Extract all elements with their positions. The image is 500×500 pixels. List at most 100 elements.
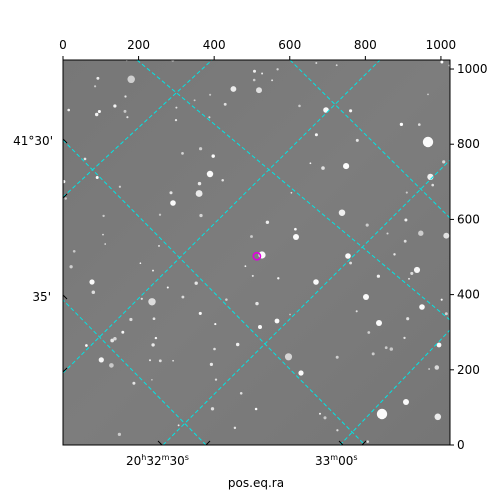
star xyxy=(427,93,429,96)
right-tick-label-3: 600 xyxy=(457,212,480,226)
ra-tick-bottom-2 xyxy=(205,440,211,446)
right-tick-label-5: 1000 xyxy=(457,62,488,76)
star xyxy=(431,183,435,187)
star xyxy=(174,119,178,122)
top-tick-label-0: 0 xyxy=(59,38,67,52)
star xyxy=(252,69,257,73)
star xyxy=(323,416,327,420)
star xyxy=(194,281,198,285)
star xyxy=(140,297,143,300)
star xyxy=(434,413,442,421)
star xyxy=(315,62,318,64)
bright-star xyxy=(293,234,299,240)
star xyxy=(298,104,301,108)
star xyxy=(265,220,270,224)
top-tick-label-3: 600 xyxy=(278,38,301,52)
dec-tick-left-2 xyxy=(62,193,68,199)
star xyxy=(440,298,443,301)
star xyxy=(309,162,312,165)
star xyxy=(410,271,414,275)
grid-line-7 xyxy=(63,299,207,445)
right-tick-label-1: 200 xyxy=(457,363,480,377)
dec-tick-left-4 xyxy=(62,367,68,373)
star xyxy=(408,277,410,280)
svg-text:20h32m30s: 20h32m30s xyxy=(126,453,189,468)
star xyxy=(256,87,262,94)
bright-star xyxy=(376,320,382,326)
target-marker xyxy=(252,251,262,261)
star xyxy=(284,353,293,361)
top-tick-label-1: 200 xyxy=(127,38,150,52)
star xyxy=(318,412,322,415)
star xyxy=(209,362,213,366)
star xyxy=(193,99,196,102)
star xyxy=(158,359,162,363)
star xyxy=(355,138,359,142)
star xyxy=(198,311,202,315)
star xyxy=(117,432,122,437)
plot-frame xyxy=(62,59,451,446)
top-pixel-axis: 0 200 400 600 800 1000 xyxy=(59,38,456,60)
star xyxy=(91,290,96,294)
star xyxy=(335,64,338,67)
bright-star xyxy=(403,399,409,405)
grid-line-3 xyxy=(63,60,213,198)
star xyxy=(67,108,71,112)
star xyxy=(244,265,247,268)
bright-star xyxy=(206,170,214,178)
star xyxy=(104,243,107,245)
world-ticks xyxy=(62,138,367,446)
star xyxy=(277,277,280,280)
star xyxy=(233,426,237,430)
star xyxy=(443,232,450,239)
star xyxy=(94,112,99,117)
star xyxy=(254,407,258,411)
star xyxy=(113,336,117,341)
star xyxy=(225,298,228,301)
star xyxy=(69,265,73,269)
dec-tick-label-1: 41°30' xyxy=(13,134,53,148)
ra-tick-label-1: 20h32m30s xyxy=(126,453,189,468)
image-panel xyxy=(63,60,450,445)
star xyxy=(343,163,350,170)
star xyxy=(96,76,100,80)
star xyxy=(151,343,155,347)
star xyxy=(102,214,105,218)
star xyxy=(139,262,142,265)
grid-line-1 xyxy=(289,60,450,219)
star xyxy=(413,266,421,273)
star xyxy=(367,331,371,334)
star xyxy=(418,230,424,236)
bright-star xyxy=(298,370,304,376)
star xyxy=(98,357,104,363)
star xyxy=(403,239,407,243)
star xyxy=(321,166,325,170)
star xyxy=(261,72,264,75)
star xyxy=(123,109,127,113)
star xyxy=(166,286,169,289)
star xyxy=(94,85,97,88)
star xyxy=(152,269,154,272)
star xyxy=(314,133,318,137)
star xyxy=(403,336,406,340)
star xyxy=(271,79,274,82)
bright-star xyxy=(258,325,262,329)
bright-star xyxy=(419,304,425,310)
star xyxy=(118,185,122,188)
star xyxy=(181,295,185,299)
star xyxy=(338,209,346,216)
star xyxy=(210,407,215,411)
star xyxy=(365,223,369,227)
star xyxy=(444,312,448,316)
star xyxy=(129,317,133,322)
world-coordinate-grid xyxy=(63,60,450,445)
bright-star xyxy=(363,294,369,300)
star xyxy=(355,310,358,313)
star xyxy=(127,75,135,84)
bright-star xyxy=(274,318,280,324)
star xyxy=(126,116,129,119)
star xyxy=(124,95,127,98)
star xyxy=(177,424,180,427)
grid-line-0 xyxy=(136,60,450,321)
